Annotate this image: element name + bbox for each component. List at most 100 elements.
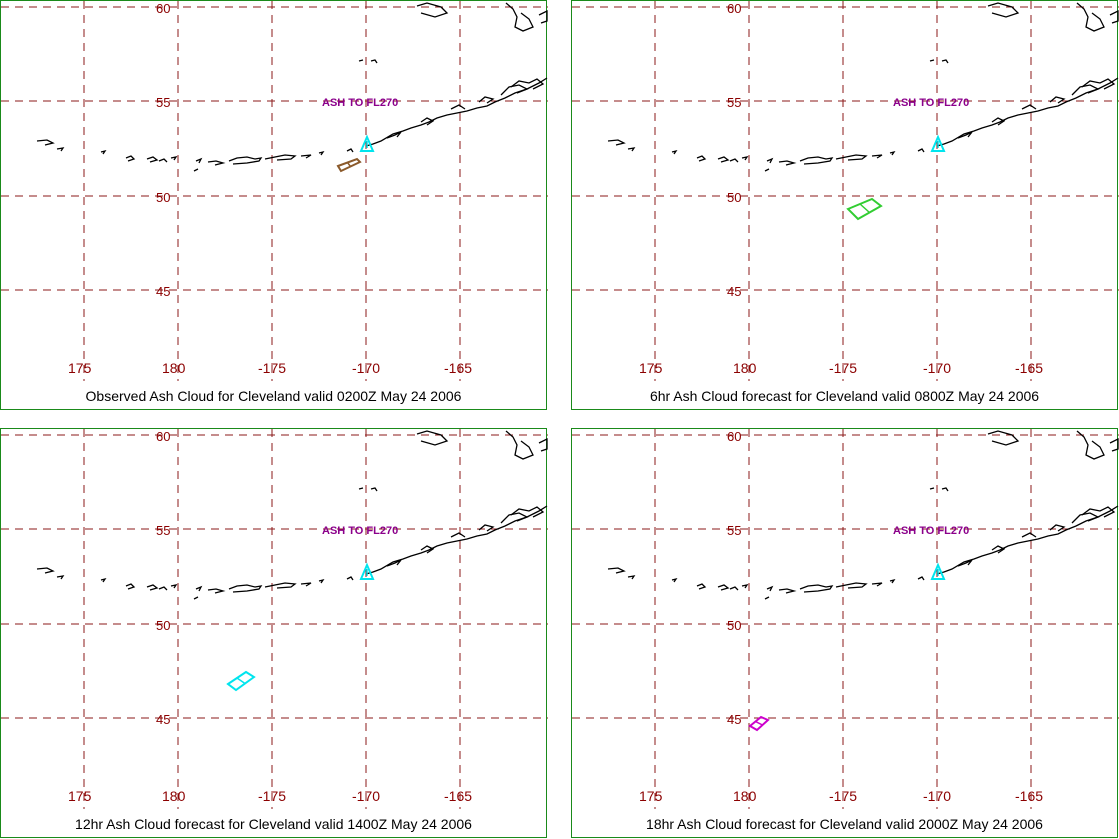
longitude-label: 180 [162,788,186,804]
map-panel-observed: ASH TO FL270 Observed Ash Cloud for Clev… [0,0,548,410]
volcano-marker-icon [359,562,375,580]
ash-cloud-stripe [859,203,871,214]
coastline [957,559,973,567]
longitude-label: 175 [639,360,663,376]
coastline [478,96,495,104]
ash-cloud-polygon [846,197,883,221]
latitude-label: 60 [727,429,742,444]
coastline [420,545,435,554]
volcano-marker-icon [930,562,946,580]
coastline [764,168,770,172]
coastline [671,577,678,583]
coastline [56,575,65,580]
coastline [936,505,1119,575]
coastline [125,155,136,162]
coastline [835,582,868,589]
latitude-label: 50 [156,618,171,633]
coastline [991,545,1006,554]
panel-caption: 12hr Ash Cloud forecast for Cleveland va… [75,816,472,832]
panel-caption: 18hr Ash Cloud forecast for Cleveland va… [646,816,1043,832]
coastline [1049,96,1066,104]
latitude-label: 45 [156,712,171,727]
coastline [799,584,834,593]
coastline [358,487,364,490]
coastline [929,487,935,490]
coastline [56,147,65,152]
coastline [100,577,107,583]
coastline [941,59,949,64]
coastline [627,147,636,152]
latitude-label: 55 [727,95,742,110]
coastline [158,158,168,163]
coastline [1021,532,1037,538]
coastline [36,139,55,146]
latitude-label: 60 [156,429,171,444]
coastline [318,578,325,584]
panel-caption: Observed Ash Cloud for Cleveland valid 0… [85,388,462,404]
longitude-label: -165 [1015,788,1044,804]
coastline [510,78,545,90]
map-canvas [1,1,548,381]
coastline [1021,104,1037,110]
coastline-north [538,9,548,24]
ash-cloud-polygon [336,157,362,173]
coastline [195,157,203,164]
longitude-label: -175 [829,360,858,376]
coastline [370,487,378,492]
coastline [207,160,226,166]
map-panel-12hr: ASH TO FL270 12hr Ash Cloud forecast for… [0,428,548,838]
coastline [228,156,263,165]
longitude-label: -175 [258,788,287,804]
ash-label: ASH TO FL270 [322,525,399,537]
longitude-label: -170 [352,788,381,804]
coastline [717,584,730,591]
coastline [450,104,466,110]
coastline [696,155,707,162]
latitude-label: 50 [727,190,742,205]
coastline-north [1076,2,1105,32]
longitude-label: -170 [923,360,952,376]
coastline [500,84,529,96]
coastline [778,160,797,166]
coastline [370,59,378,64]
map-canvas [572,1,1119,381]
ash-label: ASH TO FL270 [322,97,399,109]
longitude-label: 175 [68,360,92,376]
longitude-label: 175 [68,788,92,804]
coastline [450,532,466,538]
ash-cloud-polygon [748,715,770,732]
coastline [941,487,949,492]
longitude-label: -165 [1015,360,1044,376]
map-panel-18hr: ASH TO FL270 18hr Ash Cloud forecast for… [571,428,1119,838]
map-canvas [1,429,548,809]
coastline [871,154,883,159]
coastline [889,578,896,584]
coastline [766,585,774,592]
latitude-label: 55 [727,523,742,538]
ash-label: ASH TO FL270 [893,97,970,109]
coastline [764,596,770,600]
ash-cloud-stripe [236,677,246,685]
coastline [729,158,739,163]
coastline [207,588,226,594]
coastline [358,59,364,62]
coastline-north [505,430,534,460]
panel-caption: 6hr Ash Cloud forecast for Cleveland val… [649,388,1040,404]
coastline [1071,512,1100,524]
coastline [729,586,739,591]
coastline [146,584,159,591]
volcano-marker-icon [930,134,946,152]
longitude-label: -175 [258,360,287,376]
coastline [386,131,402,139]
coastline-north [505,2,534,32]
coastline-north [987,430,1020,446]
map-panel-6hr: ASH TO FL270 6hr Ash Cloud forecast for … [571,0,1119,410]
coastline [300,154,312,159]
coastline [346,576,354,581]
ash-cloud-stripe [346,162,352,167]
coastline [195,585,203,592]
coastline [365,77,548,147]
longitude-label: 180 [162,360,186,376]
coastline [300,582,312,587]
coastline [193,596,199,600]
